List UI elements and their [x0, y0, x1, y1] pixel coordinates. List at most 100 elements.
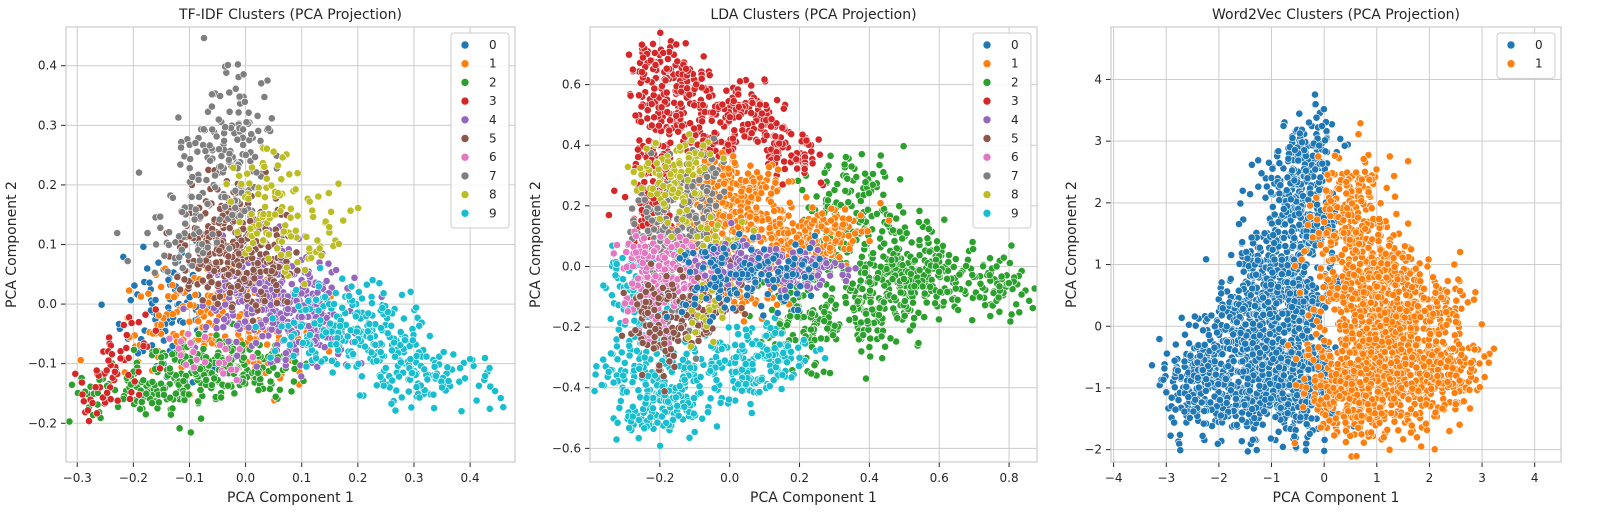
tfidf-point [278, 153, 287, 162]
lda-point [742, 325, 750, 334]
lda-point [749, 177, 758, 186]
lda-point [888, 275, 897, 283]
lda-point [672, 40, 681, 49]
lda-point [655, 121, 663, 130]
lda-point [639, 53, 647, 62]
tfidf-point [254, 386, 263, 395]
lda-point [771, 328, 779, 337]
lda-point [893, 314, 902, 323]
lda-point [754, 352, 762, 361]
lda-point [774, 356, 782, 365]
tfidf-point [430, 362, 439, 371]
tfidf-point [85, 417, 93, 425]
lda-point [828, 284, 837, 293]
lda-point [857, 318, 865, 327]
tfidf-point [225, 224, 234, 232]
tfidf-point [151, 326, 160, 335]
lda-point [651, 371, 659, 380]
lda-point [656, 441, 664, 450]
lda-point [920, 289, 929, 298]
tfidf-point [457, 407, 466, 416]
tfidf-point [396, 328, 405, 336]
lda-point [664, 397, 672, 406]
tfidf-point [243, 169, 251, 178]
tfidf-point [486, 382, 495, 391]
lda-point [861, 169, 869, 178]
tfidf-point [260, 297, 269, 306]
lda-point [812, 192, 821, 201]
tfidf-legend-label-2: 2 [489, 75, 497, 89]
lda-point [608, 291, 616, 300]
lda-point [638, 40, 646, 49]
lda-point [845, 245, 854, 253]
tfidf-point [113, 229, 122, 237]
tfidf-point [296, 322, 305, 331]
lda-point [842, 153, 850, 161]
lda-point [735, 113, 743, 121]
tfidf-point [177, 143, 185, 152]
tfidf-point [285, 170, 294, 179]
lda-point [784, 229, 792, 237]
lda-point [704, 408, 712, 417]
tfidf-point [159, 390, 168, 399]
lda-point [935, 315, 943, 324]
tfidf-point [239, 353, 248, 362]
tfidf-point [313, 362, 322, 371]
lda-point [738, 365, 746, 374]
lda-point [807, 369, 816, 378]
tfidf-point [239, 125, 247, 134]
tfidf-point [203, 199, 212, 208]
tfidf-y-axis-label: PCA Component 2 [4, 181, 20, 308]
lda-point [873, 209, 881, 218]
lda-point [857, 347, 866, 356]
lda-point [734, 330, 743, 339]
tfidf-point [315, 244, 324, 253]
tfidf-point [175, 424, 184, 433]
lda-point [771, 178, 780, 187]
lda-point [968, 238, 977, 246]
tfidf-point [174, 344, 183, 353]
lda-point [637, 102, 646, 111]
lda-point [843, 174, 852, 183]
lda-point [628, 378, 637, 387]
lda-point [889, 304, 898, 313]
tfidf-point [214, 280, 223, 288]
tfidf-point [425, 331, 434, 340]
tfidf-point [194, 317, 202, 326]
lda-point [817, 334, 825, 343]
lda-point [915, 251, 924, 260]
lda-point [662, 88, 671, 97]
tfidf-point [195, 228, 204, 236]
tfidf-point [287, 332, 296, 341]
tfidf-point [191, 290, 200, 299]
lda-point [640, 234, 648, 243]
tfidf-clusters-panel: −0.3 −0.2 −0.1 0.0 0.1 0.2 0.3 0.4−0.2−0.10.00.… [4, 7, 516, 506]
lda-point [616, 397, 625, 405]
tfidf-x-tick-label: −0.3 [63, 471, 92, 485]
tfidf-point [408, 336, 417, 345]
tfidf-point [102, 366, 111, 375]
lda-point [699, 100, 707, 109]
tfidf-point [137, 398, 146, 406]
tfidf-point [136, 405, 144, 414]
tfidf-point [253, 112, 262, 120]
tfidf-series-8 [222, 144, 362, 289]
lda-point [606, 314, 615, 323]
tfidf-point [289, 318, 298, 327]
lda-point [896, 288, 905, 297]
tfidf-point [163, 267, 172, 276]
lda-point [868, 305, 876, 314]
tfidf-x-tick-label: −0.1 [175, 471, 204, 485]
lda-point [925, 247, 934, 256]
lda-point [705, 92, 713, 101]
lda-point [783, 358, 791, 367]
tfidf-point [221, 202, 229, 211]
tfidf-point [224, 270, 233, 279]
lda-point [800, 335, 808, 344]
tfidf-point [225, 244, 234, 253]
tfidf-legend-marker-3 [460, 96, 470, 106]
lda-point [979, 262, 987, 271]
lda-point [651, 272, 660, 280]
lda-point [746, 400, 755, 408]
